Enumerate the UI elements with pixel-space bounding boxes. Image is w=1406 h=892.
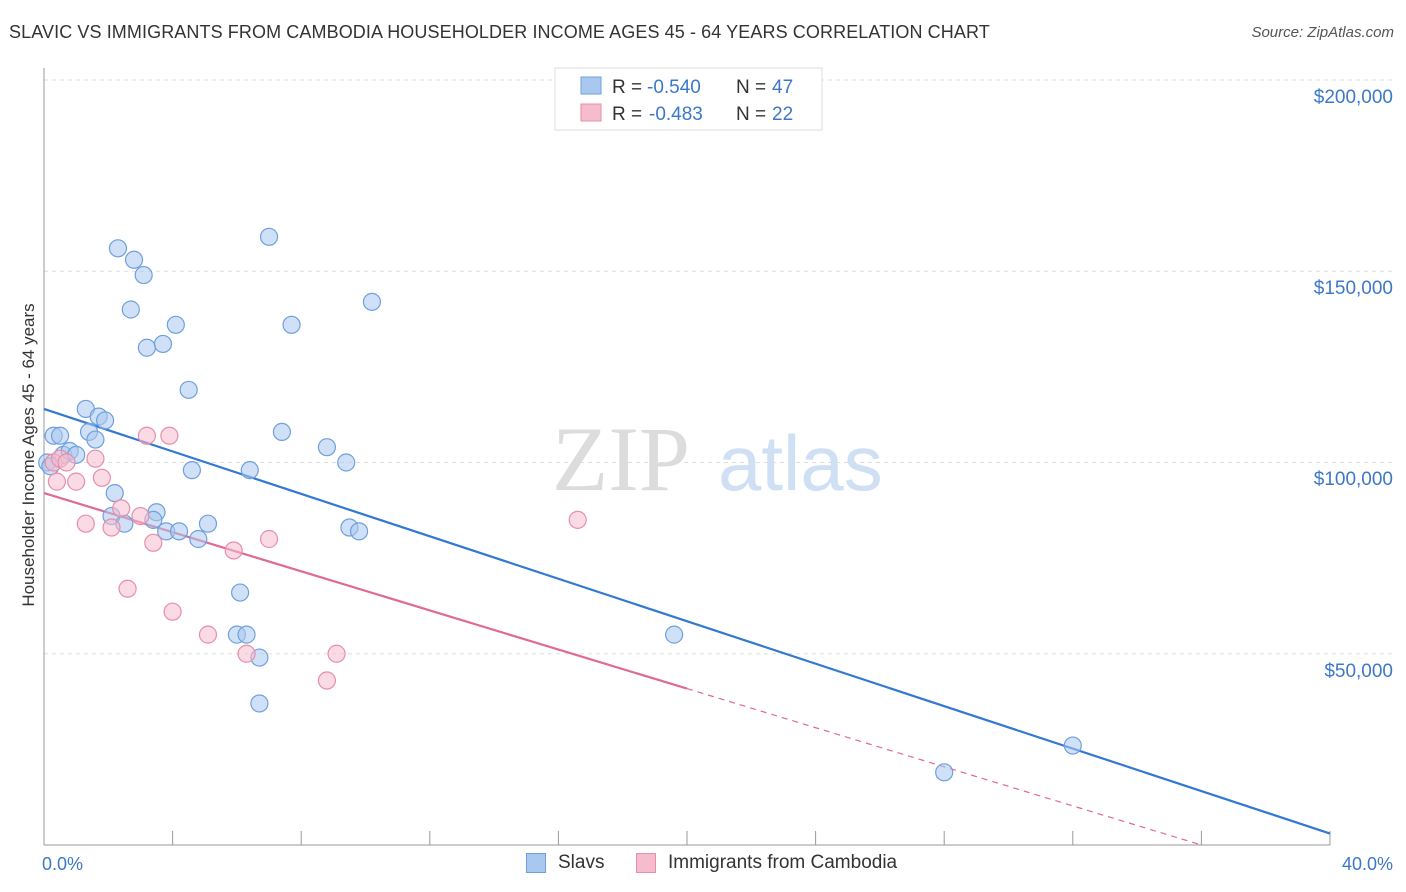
point-0-29 (198, 514, 218, 533)
point-1-22 (568, 510, 587, 529)
point-0-39 (317, 438, 337, 457)
point-1-6 (86, 449, 105, 468)
point-0-17 (134, 265, 153, 285)
y-tick-label-100k: $100,000 (1314, 469, 1393, 490)
legend-n-value-slavs: 47 (772, 77, 793, 98)
point-0-26 (169, 522, 189, 541)
point-0-35 (250, 694, 269, 713)
legend-item-slavs[interactable]: Slavs (526, 852, 604, 874)
point-0-44 (665, 625, 684, 644)
point-1-19 (259, 529, 279, 549)
watermark-zip: ZIP (552, 408, 690, 510)
point-1-20 (317, 671, 337, 690)
point-0-19 (137, 338, 156, 357)
point-0-36 (259, 227, 279, 246)
point-1-10 (118, 579, 137, 598)
point-0-42 (349, 522, 369, 541)
legend-label-cambodia: Immigrants from Cambodia (668, 852, 898, 873)
legend-item-cambodia[interactable]: Immigrants from Cambodia (636, 852, 897, 874)
point-0-18 (121, 300, 140, 319)
point-1-4 (67, 472, 86, 491)
source-credit: Source: ZipAtlas.com (1251, 24, 1394, 41)
point-0-43 (362, 292, 382, 311)
point-0-37 (272, 422, 292, 441)
y-tick-label-150k: $150,000 (1314, 278, 1393, 299)
legend-swatch-slavs-bottom (526, 853, 546, 873)
legend-label-slavs: Slavs (558, 852, 605, 873)
point-1-18 (237, 644, 256, 663)
point-0-40 (337, 453, 356, 472)
point-0-11 (95, 411, 115, 430)
data-points (38, 227, 1082, 782)
point-1-12 (137, 426, 156, 445)
point-1-14 (160, 426, 179, 445)
point-1-21 (327, 644, 346, 663)
legend-swatch-slavs (580, 76, 602, 95)
legend-swatch-cambodia-bottom (636, 853, 656, 873)
stats-legend: R = -0.540 N = 47 R = -0.483 N = 22 (554, 67, 823, 131)
gridlines (44, 79, 1395, 655)
point-1-8 (102, 518, 121, 537)
point-0-12 (105, 484, 124, 503)
legend-n-value-cambodia: 22 (772, 104, 793, 125)
point-1-13 (144, 533, 163, 552)
point-1-3 (57, 453, 76, 472)
point-0-21 (166, 315, 185, 334)
trend-line-0 (43, 407, 1331, 835)
point-0-45 (935, 763, 954, 782)
point-1-9 (112, 499, 131, 518)
bottom-legend: Slavs Immigrants from Cambodia (0, 852, 1406, 878)
point-1-16 (198, 625, 218, 644)
point-0-16 (124, 250, 144, 269)
point-0-22 (179, 380, 198, 399)
point-0-28 (189, 529, 208, 549)
chart-title: SLAVIC VS IMMIGRANTS FROM CAMBODIA HOUSE… (9, 22, 990, 42)
point-0-9 (86, 430, 105, 449)
point-0-20 (153, 334, 173, 354)
point-1-7 (92, 468, 111, 487)
point-1-15 (163, 602, 182, 621)
point-0-27 (182, 461, 201, 480)
legend-r-label-slavs: R = (612, 77, 642, 98)
y-tick-label-50k: $50,000 (1324, 661, 1393, 682)
watermark: ZIP atlas (552, 408, 883, 510)
legend-n-label-cambodia: N = (736, 104, 766, 125)
point-0-38 (282, 315, 301, 334)
y-tick-label-200k: $200,000 (1314, 87, 1393, 108)
y-axis-label: Householder Income Ages 45 - 64 years (19, 303, 38, 606)
point-0-31 (231, 583, 250, 602)
point-0-15 (108, 239, 128, 258)
legend-swatch-cambodia (580, 103, 602, 122)
point-1-5 (76, 514, 95, 533)
point-0-46 (1063, 736, 1082, 755)
point-0-32 (237, 625, 256, 644)
legend-r-label-cambodia: R = (612, 104, 642, 125)
legend-r-value-cambodia: -0.483 (649, 104, 703, 125)
point-1-11 (131, 506, 150, 526)
point-1-17 (224, 541, 243, 560)
legend-n-label-slavs: N = (736, 77, 766, 98)
x-tick-label-max: 40.0% (1342, 854, 1393, 874)
legend-r-value-slavs: -0.540 (647, 77, 701, 98)
x-tick-label-min: 0.0% (42, 854, 83, 874)
point-0-3 (50, 426, 70, 445)
point-1-1 (47, 472, 66, 491)
point-0-33 (240, 461, 259, 480)
